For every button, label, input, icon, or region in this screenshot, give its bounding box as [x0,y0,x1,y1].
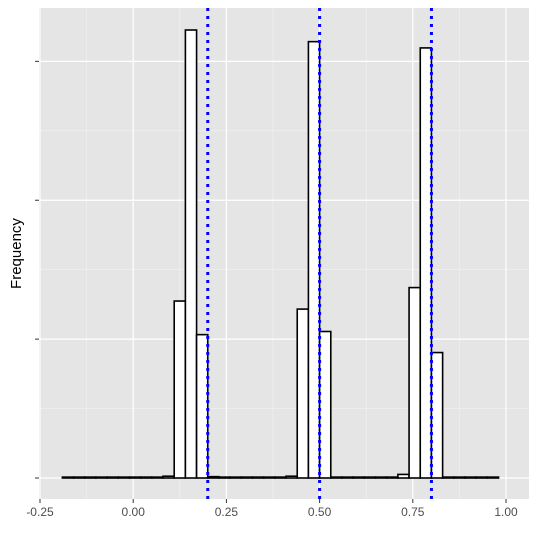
reference-lines [206,8,433,499]
histogram-bar [162,475,176,479]
histogram-bar [251,476,265,479]
histogram-bars [61,29,500,479]
histogram-bar [61,476,75,479]
x-tick-label: 0.25 [215,505,239,519]
histogram-bar [464,476,477,479]
histogram-bar [397,473,410,479]
histogram-bar [218,476,231,479]
histogram-bar [206,475,220,479]
histogram-bar [151,476,164,479]
histogram-bar [106,476,120,479]
plot-panel-background [39,8,529,499]
histogram-bar [363,476,377,479]
histogram-bar [385,476,399,479]
histogram-bar [139,476,153,479]
x-tick-label: 0.00 [122,505,146,519]
x-tick-label: 0.50 [308,505,332,519]
histogram-bar [453,476,466,479]
histogram-bar [285,475,299,479]
histogram-bar [441,476,455,479]
histogram-bar [341,476,354,479]
histogram-bar [274,476,287,479]
y-axis-title: Frequency [8,218,25,289]
histogram-bar [475,476,489,479]
histogram-bar [307,40,321,479]
histogram-bar [296,308,310,479]
histogram-bar [72,476,86,479]
histogram-bar [229,476,243,479]
histogram-bar [117,476,131,479]
histogram-bar [240,476,254,479]
x-tick-label: 1.00 [494,505,518,519]
histogram-bar [430,351,444,479]
histogram-bar [419,47,433,479]
histogram-bar [95,476,108,479]
histogram-bar [408,286,422,479]
histogram-bar [374,476,388,479]
histogram-bar [195,333,209,479]
histogram-bar [173,300,187,479]
histogram-bar [486,476,500,479]
axes: -0.25 0.00 0.25 0.50 0.75 1.00 [26,60,518,519]
histogram-bar [83,476,97,479]
histogram-bar [329,476,343,479]
x-tick-label: 0.75 [401,505,425,519]
histogram-bar [262,476,276,479]
histogram-bar [318,330,332,479]
histogram-bar [352,476,366,479]
histogram-bar [184,29,198,479]
histogram-bar [128,476,142,479]
x-tick-label: -0.25 [26,505,54,519]
